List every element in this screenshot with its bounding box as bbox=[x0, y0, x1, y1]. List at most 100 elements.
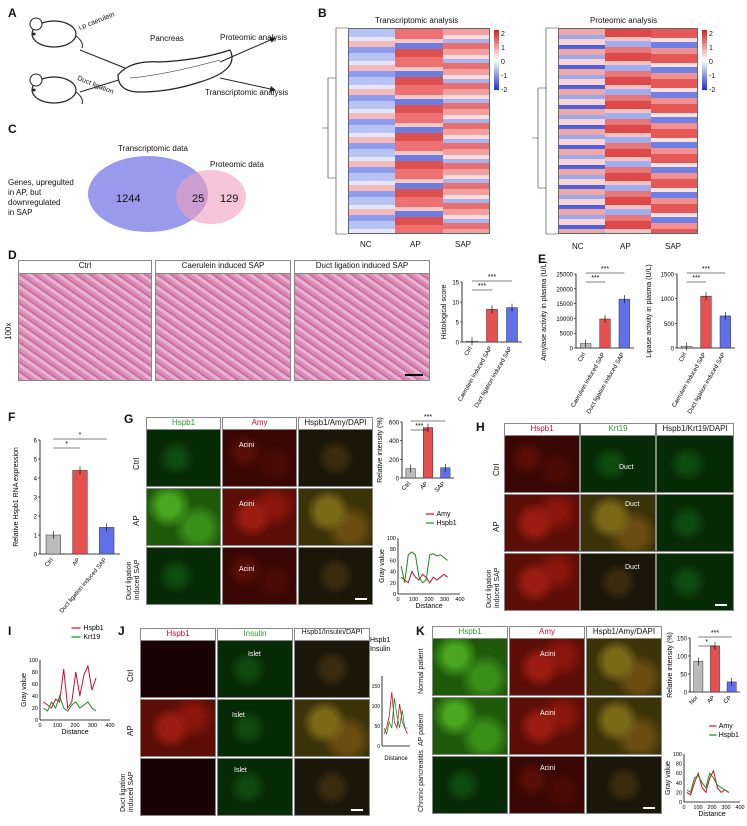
g-ap-merge bbox=[298, 488, 373, 546]
heatmap-group-sap: SAP bbox=[665, 242, 682, 251]
bar bbox=[618, 298, 630, 349]
venn-proteomic-label: Proteomic data bbox=[210, 160, 264, 169]
y-tick-label: 500 bbox=[664, 322, 675, 328]
venn-transcriptomic-label: Transcriptomic data bbox=[118, 144, 188, 153]
panel-letter-k: K bbox=[416, 624, 425, 638]
h-row-sap: Duct ligation induced SAP bbox=[486, 567, 501, 608]
heatmap-group-ap: AP bbox=[410, 240, 421, 249]
panel-letter-j: J bbox=[118, 624, 125, 638]
scale-bar bbox=[715, 604, 727, 606]
chart-k-gray-value: 0 20 40 60 80 100 0 100 200 300 400 Distance Gray va… bbox=[665, 723, 745, 818]
k-cp-merge bbox=[586, 756, 662, 814]
g-ap-amy: Acini bbox=[222, 488, 297, 546]
mouse-icon bbox=[29, 17, 83, 49]
x-tick-label: 400 bbox=[735, 805, 744, 811]
acini-label: Acini bbox=[239, 442, 255, 449]
islet-label: Islet bbox=[248, 651, 261, 658]
j-row-ctrl: Ctrl bbox=[126, 669, 135, 682]
category-label: AP bbox=[707, 695, 717, 705]
category-label: Ctrl bbox=[679, 352, 689, 363]
heatmap-nc-columns bbox=[349, 29, 395, 233]
sig-label: *** bbox=[702, 266, 710, 273]
venn-overlap-count: 25 bbox=[192, 193, 205, 205]
mouse-icon bbox=[29, 73, 83, 105]
h-ctrl-krt19: Duct bbox=[580, 435, 656, 493]
legend-label: Amy bbox=[719, 723, 734, 730]
j-row-ap: AP bbox=[126, 725, 135, 736]
category-label: Caerulein induced SAP bbox=[571, 352, 607, 409]
g-ctrl-merge bbox=[298, 429, 373, 487]
h-sap-krt19: Duct bbox=[580, 553, 656, 611]
bar bbox=[506, 307, 518, 343]
panel-letter-b: B bbox=[318, 6, 327, 20]
cbar-tick: -1 bbox=[709, 73, 716, 80]
sig-label: *** bbox=[692, 275, 700, 282]
y-tick-label: 150 bbox=[677, 637, 688, 643]
colorbar-left bbox=[494, 30, 499, 90]
k-ap-amy: Acini bbox=[509, 697, 585, 755]
y-tick-label: 60 bbox=[390, 558, 396, 564]
k-cp-amy: Acini bbox=[509, 756, 585, 814]
trace-line bbox=[686, 772, 730, 794]
h-ap-hspb1 bbox=[504, 494, 580, 552]
sig-label: *** bbox=[488, 274, 496, 281]
scale-bar bbox=[351, 809, 363, 811]
g-header-amy: Amy bbox=[222, 417, 297, 429]
venn-description: Genes, upregulted in AP, but downregulat… bbox=[8, 178, 74, 218]
panel-letter-d: D bbox=[8, 248, 17, 262]
x-tick-label: 0 bbox=[682, 805, 685, 811]
scale-bar bbox=[405, 374, 423, 376]
y-tick-label: 6 bbox=[34, 439, 38, 445]
y-tick-label: 100 bbox=[387, 536, 396, 542]
desc-line: in SAP bbox=[8, 208, 33, 217]
x-tick-label: 100 bbox=[53, 723, 62, 729]
y-tick-label: 5 bbox=[456, 321, 460, 327]
y-tick-label: 60 bbox=[676, 771, 682, 777]
dendrogram-left bbox=[322, 27, 348, 235]
heatmap-ap-columns bbox=[605, 29, 651, 233]
y-tick-label: 1500 bbox=[661, 273, 675, 279]
g-ap-hspb1 bbox=[146, 488, 221, 546]
panel-letter-e: E bbox=[538, 252, 547, 266]
h-sap-merge bbox=[656, 553, 734, 611]
category-label: Nor bbox=[689, 695, 700, 706]
d-header-duct: Duct ligation induced SAP bbox=[294, 260, 430, 273]
j-sap-merge bbox=[294, 758, 370, 816]
venn-proteomic-circle bbox=[176, 170, 246, 224]
x-tick-label: 400 bbox=[105, 723, 114, 729]
desc-line: Genes, upregulted bbox=[8, 178, 74, 187]
sig-label: * bbox=[65, 441, 68, 448]
k-row-ap: AP patient bbox=[418, 713, 425, 746]
trace-line bbox=[686, 769, 730, 796]
cbar-tick: 1 bbox=[709, 45, 713, 52]
y-axis-label: Relative Hspb1 RNA expression bbox=[13, 447, 20, 547]
k-ap-hspb1 bbox=[432, 697, 508, 755]
y-tick-label: 80 bbox=[676, 762, 682, 768]
j-header-hspb1: Hspb1 bbox=[140, 628, 216, 640]
x-tick-label: 0 bbox=[38, 723, 41, 729]
y-tick-label: 50 bbox=[374, 724, 380, 730]
y-tick-label: 200 bbox=[389, 458, 400, 464]
g-row-ap: AP bbox=[132, 515, 141, 526]
he-image-duct bbox=[294, 273, 430, 381]
j-ap-insulin: Islet bbox=[217, 699, 293, 757]
y-axis-label: Amylase activity in plasma (U/L) bbox=[541, 261, 548, 361]
cbar-tick: 0 bbox=[709, 59, 713, 66]
y-tick-label: 15000 bbox=[556, 302, 573, 308]
h-row-ap: AP bbox=[492, 521, 501, 532]
y-tick-label: 3 bbox=[34, 496, 38, 502]
h-sap-hspb1 bbox=[504, 553, 580, 611]
cbar-tick: 0 bbox=[501, 59, 505, 66]
y-tick-label: 20 bbox=[676, 790, 682, 796]
y-tick-label: 600 bbox=[389, 421, 400, 427]
acini-label: Acini bbox=[239, 566, 255, 573]
acini-label: Acini bbox=[540, 765, 556, 772]
category-label: AP bbox=[72, 557, 82, 567]
cbar-tick: -2 bbox=[709, 87, 716, 94]
heatmap-nc-columns bbox=[559, 29, 605, 233]
j-sap-hspb1 bbox=[140, 758, 216, 816]
sig-label: *** bbox=[591, 275, 599, 282]
acini-label: Acini bbox=[540, 710, 556, 717]
heatmap-transcriptomic bbox=[348, 28, 490, 234]
